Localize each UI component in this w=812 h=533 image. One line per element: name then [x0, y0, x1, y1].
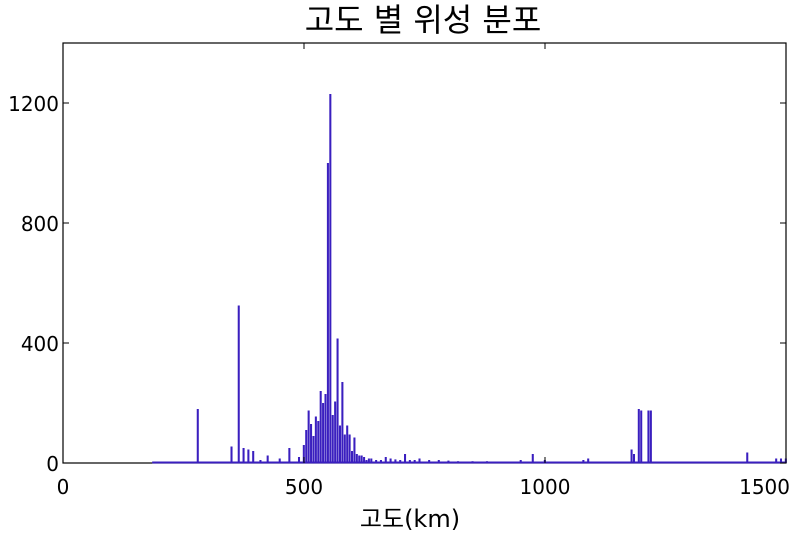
bar [338, 425, 341, 463]
bar [495, 461, 498, 463]
plot-frame [62, 42, 787, 464]
bar [322, 403, 325, 463]
bar [331, 415, 334, 463]
bar [375, 460, 378, 463]
bar [312, 436, 315, 463]
bar [355, 454, 358, 463]
bar [314, 416, 317, 463]
bar [302, 445, 305, 463]
y-tick-label: 1200 [8, 92, 59, 116]
bar [346, 425, 349, 463]
bar [230, 446, 233, 463]
x-tick-label: 1500 [739, 475, 790, 499]
bar [341, 382, 344, 463]
bar [334, 401, 337, 463]
bar [278, 458, 281, 463]
x-axis-label: 고도(km) [360, 505, 460, 533]
bar [319, 391, 322, 463]
bar [343, 434, 346, 463]
bar [408, 460, 411, 463]
x-tick-label: 0 [57, 475, 70, 499]
bar [252, 451, 255, 463]
bar [428, 460, 431, 463]
bar [365, 460, 368, 463]
bar [746, 452, 749, 463]
bar [297, 457, 301, 463]
bar [567, 461, 570, 463]
bar [418, 458, 421, 463]
bar [305, 430, 308, 463]
bar [775, 458, 778, 463]
bar [637, 409, 640, 463]
bar [384, 457, 387, 463]
bar [413, 460, 416, 463]
bar [457, 461, 460, 463]
bar [196, 409, 199, 463]
bar [367, 458, 370, 463]
bar [360, 455, 363, 463]
bar [531, 454, 534, 463]
bar [358, 455, 361, 463]
bar [348, 434, 351, 463]
y-tick-label: 0 [46, 452, 59, 476]
bar [242, 448, 245, 463]
bar [247, 449, 250, 463]
bar [485, 461, 489, 463]
bar [363, 457, 366, 463]
bar [587, 458, 590, 463]
bar [437, 460, 440, 463]
bar [632, 454, 636, 463]
y-tick-label: 400 [21, 332, 59, 356]
y-tick-label: 800 [21, 212, 59, 236]
plot-area [62, 42, 787, 464]
chart-title: 고도 별 위성 분포 [305, 1, 542, 39]
bar [266, 455, 269, 463]
bar [519, 460, 522, 463]
x-axis-ticks: 0 500 1000 1500 [57, 43, 790, 499]
bar [640, 410, 643, 463]
bar [630, 449, 633, 463]
y-axis-ticks: 0 400 800 1200 [8, 92, 786, 476]
bar [351, 451, 354, 463]
bar [307, 410, 310, 463]
bar [326, 163, 329, 463]
bar [259, 460, 262, 463]
bar [399, 460, 402, 463]
bar [329, 94, 332, 463]
bar [310, 424, 313, 463]
bar [288, 448, 291, 463]
bar [447, 460, 450, 463]
bars [152, 94, 787, 464]
bar [317, 421, 320, 463]
bar [404, 454, 407, 463]
bar [394, 459, 397, 463]
bar [649, 410, 652, 463]
bar [471, 461, 474, 463]
bar [353, 437, 356, 463]
x-tick-label: 500 [285, 475, 323, 499]
bar [647, 410, 650, 463]
bar [237, 305, 240, 463]
bar [336, 338, 339, 463]
bar [582, 460, 585, 463]
bar [389, 458, 392, 463]
bar [379, 460, 382, 463]
x-tick-label: 1000 [520, 475, 571, 499]
bar [370, 458, 373, 463]
bar [324, 394, 327, 463]
bar [779, 458, 783, 463]
